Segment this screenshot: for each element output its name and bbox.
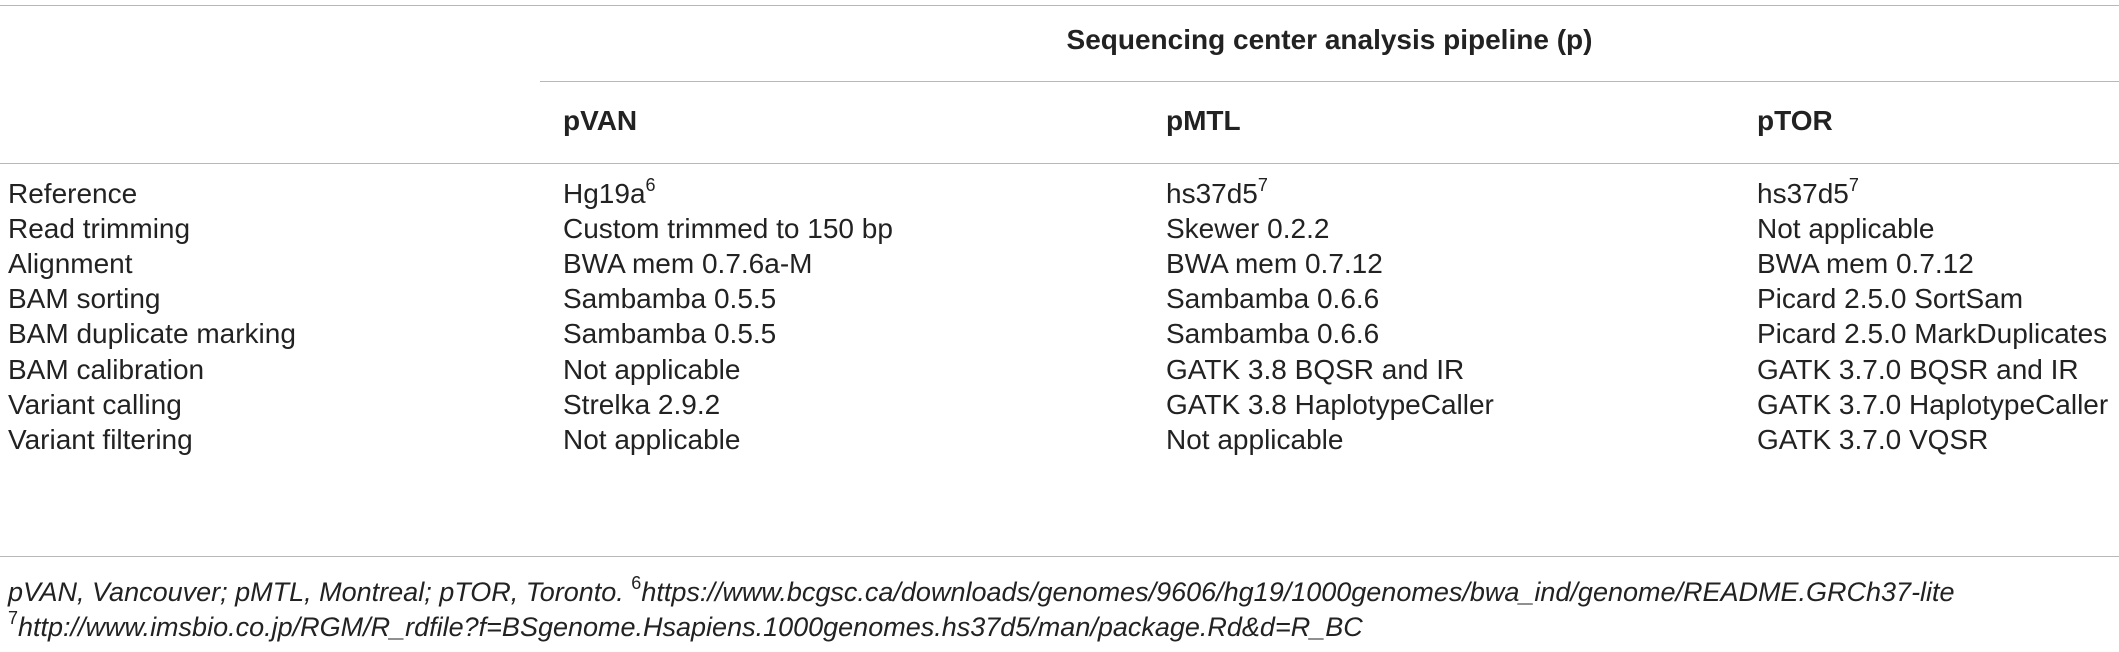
cell-text: Sambamba 0.5.5 xyxy=(563,283,777,314)
cell-text: Picard 2.5.0 SortSam xyxy=(1757,283,2024,314)
cell-text: Picard 2.5.0 MarkDuplicates xyxy=(1757,318,2108,349)
table-cell: GATK 3.8 BQSR and IR xyxy=(1166,352,1464,388)
table-cell: Sambamba 0.5.5 xyxy=(563,316,776,352)
cell-text: BWA mem 0.7.12 xyxy=(1757,248,1974,279)
row-label: BAM duplicate marking xyxy=(8,318,296,349)
cell-text: Skewer 0.2.2 xyxy=(1166,213,1330,244)
table-cell: Not applicable xyxy=(563,352,740,388)
row-label: Alignment xyxy=(8,248,133,279)
footnote-line-2: 7http://www.imsbio.co.jp/RGM/R_rdfile?f=… xyxy=(8,608,1363,644)
table-cell: hs37d57 xyxy=(1166,176,1268,212)
cell-text: Not applicable xyxy=(1166,424,1344,455)
cell-text: Not applicable xyxy=(1757,213,1935,244)
column-header-pmtl: pMTL xyxy=(1166,105,1241,136)
footnote-marker-6: 6 xyxy=(631,573,642,593)
footnote-marker: 7 xyxy=(1848,174,1859,195)
table-bottom-rule xyxy=(0,556,2119,557)
row-label: Variant calling xyxy=(8,389,182,420)
row-label: BAM sorting xyxy=(8,283,161,314)
table-cell: BWA mem 0.7.12 xyxy=(1757,246,1974,282)
cell-text: GATK 3.8 HaplotypeCaller xyxy=(1166,389,1494,420)
table-cell: Not applicable xyxy=(1757,211,1934,247)
footnote-marker: 7 xyxy=(1257,174,1268,195)
cell-text: GATK 3.7.0 BQSR and IR xyxy=(1757,354,2079,385)
row-label: Variant filtering xyxy=(8,424,193,455)
column-header-pvan: pVAN xyxy=(563,105,638,136)
row-label: Reference xyxy=(8,178,138,209)
cell-text: Hg19a xyxy=(563,178,646,209)
footnote-marker-7: 7 xyxy=(8,608,19,628)
table-cell: Picard 2.5.0 SortSam xyxy=(1757,281,2023,317)
table-cell: Sambamba 0.6.6 xyxy=(1166,281,1379,317)
cell-text: Custom trimmed to 150 bp xyxy=(563,213,893,244)
cell-text: Sambamba 0.6.6 xyxy=(1166,318,1380,349)
footnote-link-7[interactable]: http://www.imsbio.co.jp/RGM/R_rdfile?f=B… xyxy=(18,612,1363,642)
footnote-abbreviations: pVAN, Vancouver; pMTL, Montreal; pTOR, T… xyxy=(8,577,632,607)
cell-text: Strelka 2.9.2 xyxy=(563,389,721,420)
table-cell: hs37d57 xyxy=(1757,176,1859,212)
table-cell: Picard 2.5.0 MarkDuplicates xyxy=(1757,316,2107,352)
footnote-line-1: pVAN, Vancouver; pMTL, Montreal; pTOR, T… xyxy=(8,573,1955,609)
footnote-link-6[interactable]: https://www.bcgsc.ca/downloads/genomes/9… xyxy=(641,577,1955,607)
table-top-rule xyxy=(0,5,2119,6)
table-cell: Sambamba 0.5.5 xyxy=(563,281,776,317)
group-header-rule xyxy=(540,81,2119,82)
cell-text: GATK 3.7.0 HaplotypeCaller xyxy=(1757,389,2109,420)
cell-text: Not applicable xyxy=(563,424,741,455)
table-cell: Custom trimmed to 150 bp xyxy=(563,211,893,247)
column-header-rule xyxy=(0,163,2119,164)
cell-text: Sambamba 0.5.5 xyxy=(563,318,777,349)
table-cell: GATK 3.7.0 HaplotypeCaller xyxy=(1757,387,2108,423)
cell-text: Sambamba 0.6.6 xyxy=(1166,283,1380,314)
cell-text: hs37d5 xyxy=(1757,178,1849,209)
row-label: Read trimming xyxy=(8,213,191,244)
cell-text: hs37d5 xyxy=(1166,178,1258,209)
cell-text: GATK 3.7.0 VQSR xyxy=(1757,424,1989,455)
table-cell: Not applicable xyxy=(563,422,740,458)
table-cell: Sambamba 0.6.6 xyxy=(1166,316,1379,352)
cell-text: Not applicable xyxy=(563,354,741,385)
table-cell: Skewer 0.2.2 xyxy=(1166,211,1329,247)
cell-text: GATK 3.8 BQSR and IR xyxy=(1166,354,1465,385)
table-cell: GATK 3.7.0 BQSR and IR xyxy=(1757,352,2079,388)
column-header-ptor: pTOR xyxy=(1757,105,1833,136)
group-header: Sequencing center analysis pipeline (p) xyxy=(1066,24,1593,55)
table-cell: Strelka 2.9.2 xyxy=(563,387,720,423)
table-cell: BWA mem 0.7.12 xyxy=(1166,246,1383,282)
table-cell: Hg19a6 xyxy=(563,176,656,212)
cell-text: BWA mem 0.7.12 xyxy=(1166,248,1383,279)
table-cell: GATK 3.7.0 VQSR xyxy=(1757,422,1988,458)
footnote-marker: 6 xyxy=(645,174,656,195)
row-label: BAM calibration xyxy=(8,354,205,385)
table-cell: BWA mem 0.7.6a-M xyxy=(563,246,812,282)
table-cell: GATK 3.8 HaplotypeCaller xyxy=(1166,387,1494,423)
table-cell: Not applicable xyxy=(1166,422,1343,458)
cell-text: BWA mem 0.7.6a-M xyxy=(563,248,813,279)
